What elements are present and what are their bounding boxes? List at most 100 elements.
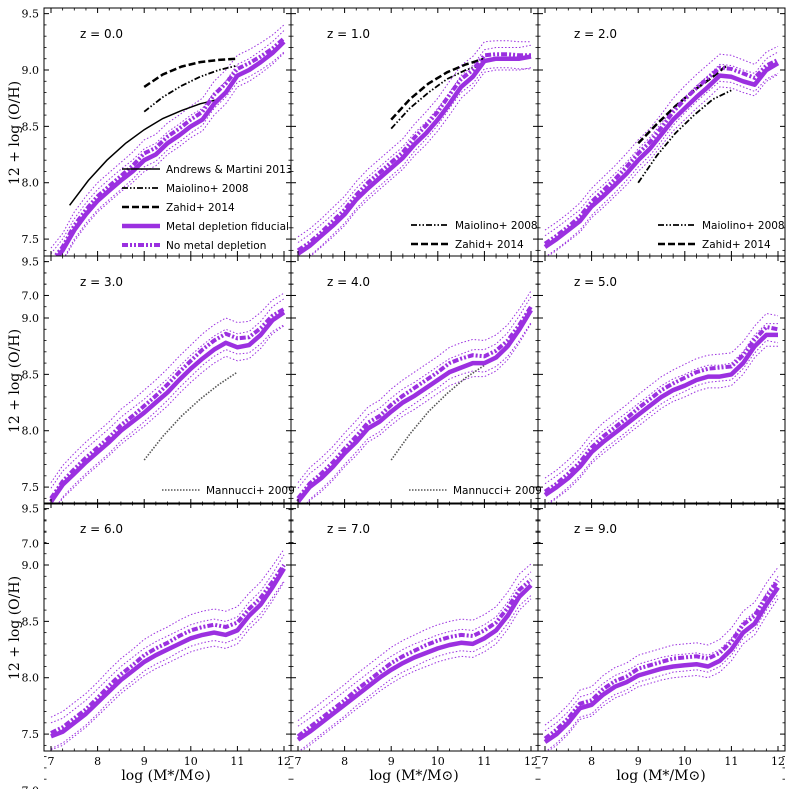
panel-grid: 7.0 7.5 8.0 8.5 9.0 9.5 z = 0.0 Andrews & Marti… [22,7,786,789]
andrews-line [69,98,219,206]
x-tick-label: 12 [524,755,538,768]
nodep-band-upper [50,292,285,483]
legend-nodep-text: No metal depletion [166,240,266,252]
x-tick-label: 9 [141,755,148,768]
x-tick-label: 11 [477,755,491,768]
fiducial-line [543,61,780,249]
plot-area [296,563,533,751]
x-tick-label: 8 [588,755,595,768]
legend-zahid-text: Zahid+ 2014 [702,239,771,251]
legend-mannucci-text: Mannucci+ 2009 [206,485,295,497]
zahid-line [390,57,485,121]
redshift-label: z = 6.0 [80,522,123,536]
x-tick-label: 9 [635,755,642,768]
fiducial-band-lower [547,74,779,256]
y-axis-label-row2: 12 + log (O/H) [7,329,23,433]
y-axis-label-row1: 12 + log (O/H) [7,81,23,185]
nodep-line [543,324,779,494]
legend-fiducial: Metal depletion fiducial [122,221,289,233]
panel-9: 7 8 9 10 11 12 z = 9.0 [537,502,786,780]
nodep-band-lower [545,72,779,256]
panel-7: 7 8 9 10 11 12 7.0 7.5 8.0 8.5 9.0 9.5 z = 6.0 [22,502,292,789]
panel-8: 7 8 9 10 11 12 z = 7.0 [290,502,539,780]
redshift-label: z = 3.0 [80,275,123,289]
fiducial-band-upper [50,30,285,255]
redshift-label: z = 1.0 [327,27,370,41]
nodep-line [296,305,533,500]
x-tick-label: 12 [277,755,291,768]
maiolino-line [390,63,485,130]
nodep-band-lower [308,67,531,256]
fiducial-band-lower [547,345,778,504]
fiducial-line [49,310,286,503]
nodep-line [296,52,531,253]
zahid-line [637,64,728,145]
y-tick-label: 9.5 [22,256,40,269]
fiducial-band-upper [544,576,779,732]
y-tick-label: 7.5 [22,728,40,741]
fiducial-line [543,586,780,744]
fiducial-band-upper [544,51,779,237]
legend-zahid: Zahid+ 2014 [122,202,235,214]
panel-1: 7.0 7.5 8.0 8.5 9.0 9.5 z = 0.0 Andrews & Marti… [22,7,292,302]
x-tick-label: 7 [47,755,54,768]
maiolino-line [143,64,238,113]
nodep-line [543,58,779,246]
y-tick-label: 8.5 [22,120,40,133]
legend-maiolino-text: Maiolino+ 2008 [166,183,249,195]
panel-frame [537,255,786,505]
nodep-band-upper [50,548,285,718]
y-tick-label: 9.0 [22,64,40,77]
x-axis-label-col2: log (M*/M⊙) [369,768,458,784]
fiducial-line [50,567,286,739]
y-tick-label: 9.5 [22,503,40,516]
y-tick-label: 8.0 [22,425,40,438]
maiolino-line [637,89,732,184]
nodep-line [50,563,286,735]
plot-area [543,312,779,504]
legend-mannucci-text: Mannucci+ 2009 [453,485,542,497]
plot-area [543,567,780,751]
legend-zahid: Zahid+ 2014 [411,239,524,251]
panel-3: z = 2.0 Maiolino+ 2008 Zahid+ 2014 [537,7,786,296]
mannucci-line [143,371,238,461]
y-tick-label: 7.0 [22,289,40,302]
nodep-band-upper [297,563,532,721]
fiducial-band-lower [65,52,285,256]
legend-maiolino-text: Maiolino+ 2008 [702,220,785,232]
y-tick-label: 9.0 [22,312,40,325]
panel-5: z = 4.0 Mannucci+ 2009 [290,255,542,544]
fiducial-band-upper [297,44,532,243]
x-tick-label: 8 [94,755,101,768]
legend-mannucci: Mannucci+ 2009 [162,485,295,497]
nodep-line [49,307,286,500]
redshift-label: z = 0.0 [80,27,123,41]
x-axis-label-col3: log (M*/M⊙) [616,768,705,784]
y-tick-label: 7.5 [22,481,40,494]
y-tick-label: 8.0 [22,672,40,685]
x-tick-label: 8 [341,755,348,768]
legend-maiolino: Maiolino+ 2008 [411,220,538,232]
plot-area [50,548,286,751]
legend-fiducial-text: Metal depletion fiducial [166,221,289,233]
nodep-band-upper [544,45,779,231]
axis-labels: log (M*/M⊙) log (M*/M⊙) log (M*/M⊙) 12 +… [7,81,706,784]
plot-area [296,40,532,256]
x-tick-label: 7 [541,755,548,768]
x-axis-label-col1: log (M*/M⊙) [121,768,210,784]
panel-4: 7.0 7.5 8.0 8.5 9.0 9.5 z = 3.0 Mannucci+ 2009 [22,255,295,550]
fiducial-band-lower [310,67,532,256]
y-tick-label: 9.5 [22,8,40,21]
legend-maiolino-text: Maiolino+ 2008 [455,220,538,232]
nodep-band-lower [50,580,285,750]
y-tick-label: 7.0 [22,537,40,550]
legend-nodep: No metal depletion [122,240,266,252]
legend-zahid: Zahid+ 2014 [658,239,771,251]
y-tick-label: 8.0 [22,177,40,190]
mannucci-line [390,364,485,461]
nodep-band-upper [544,567,779,726]
legend-maiolino: Maiolino+ 2008 [122,183,249,195]
legend-zahid-text: Zahid+ 2014 [455,239,524,251]
legend-maiolino: Maiolino+ 2008 [658,220,785,232]
